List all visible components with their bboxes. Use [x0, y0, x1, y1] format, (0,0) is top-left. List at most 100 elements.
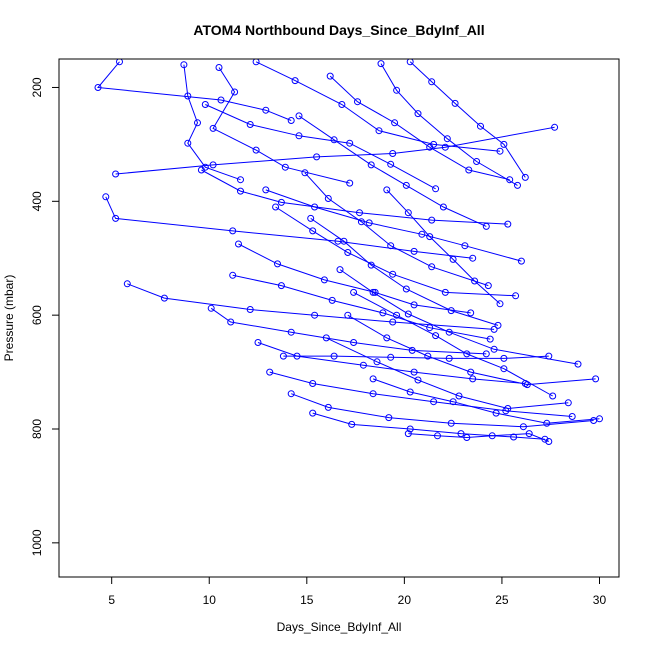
data-point [430, 398, 438, 406]
series-line [255, 61, 501, 152]
data-point [500, 354, 508, 362]
data-point [488, 432, 496, 440]
series-line [257, 342, 526, 384]
data-point [428, 216, 436, 224]
data-point [274, 260, 281, 268]
data-point [322, 334, 330, 342]
data-point [404, 310, 412, 318]
data-point [391, 119, 399, 127]
series-26 [307, 214, 502, 329]
series-line [105, 196, 473, 259]
data-point [227, 318, 235, 326]
data-point [439, 203, 447, 211]
data-point [467, 368, 475, 376]
data-point [252, 146, 260, 154]
data-point [506, 176, 514, 184]
data-point [350, 288, 358, 296]
series-3 [209, 64, 354, 187]
series-10 [235, 240, 475, 317]
y-tick-label: 400 [30, 191, 44, 211]
data-point [209, 161, 217, 169]
data-point [123, 280, 131, 288]
series-22 [369, 375, 603, 427]
data-point [102, 193, 110, 201]
data-point [545, 352, 553, 360]
data-point [492, 409, 500, 417]
data-point [287, 328, 295, 336]
data-point [246, 306, 254, 313]
data-point [371, 288, 379, 296]
data-point [354, 98, 361, 106]
series-line [97, 61, 292, 121]
data-point [410, 368, 418, 376]
data-point [209, 124, 217, 132]
series-23 [404, 430, 553, 445]
data-point [402, 181, 410, 189]
data-point [473, 158, 481, 165]
data-point [406, 425, 414, 433]
data-point [504, 405, 512, 412]
data-point [471, 277, 479, 285]
data-point [330, 352, 338, 360]
data-point [457, 430, 465, 438]
series-1 [94, 59, 295, 124]
series-24 [201, 101, 440, 193]
series-line [283, 355, 549, 359]
series-line [298, 115, 487, 227]
data-point [320, 276, 328, 284]
data-point [277, 198, 285, 206]
series-32 [383, 186, 504, 308]
data-point [375, 127, 383, 135]
data-point [402, 285, 410, 293]
data-point [116, 59, 123, 66]
data-point [246, 121, 254, 128]
data-point [389, 318, 397, 326]
y-axis: 200 400 600 800 1000 [30, 77, 59, 556]
data-point [313, 153, 321, 161]
data-point [564, 399, 572, 407]
data-point [262, 106, 270, 114]
data-point [369, 390, 377, 398]
series-29 [322, 334, 572, 412]
data-point [445, 354, 453, 362]
chart-title: ATOM4 Northbound Days_Since_BdyInf_All [193, 22, 484, 38]
data-point [469, 375, 477, 383]
series-16 [377, 60, 521, 189]
data-point [406, 388, 414, 396]
data-point [519, 423, 527, 431]
series-line [115, 126, 555, 175]
plot-frame [58, 58, 620, 578]
y-tick-label: 200 [30, 77, 44, 97]
data-point [207, 304, 215, 312]
data-point [449, 398, 457, 406]
data-point [443, 135, 451, 143]
data-point [451, 99, 459, 107]
data-point [324, 403, 332, 411]
data-point [426, 143, 434, 151]
series-line [265, 189, 522, 262]
data-point [184, 139, 192, 147]
series-25 [229, 271, 494, 343]
data-point [365, 219, 373, 227]
x-tick-label: 20 [398, 593, 412, 607]
data-point [387, 160, 395, 168]
data-point [447, 419, 455, 427]
data-point [404, 430, 412, 438]
data-point [447, 307, 455, 315]
data-point [469, 254, 477, 262]
data-point [418, 230, 426, 238]
data-point [387, 353, 395, 361]
series-line [210, 307, 487, 355]
series-line [269, 371, 573, 417]
data-point [484, 282, 492, 290]
series-line [409, 61, 526, 178]
series-line [347, 314, 596, 386]
series-28 [350, 288, 557, 400]
data-point [490, 325, 498, 333]
data-point [367, 261, 375, 269]
data-point [490, 345, 498, 353]
data-point [393, 86, 401, 94]
data-point [517, 257, 525, 265]
data-point [428, 263, 436, 271]
series-4 [112, 123, 559, 178]
